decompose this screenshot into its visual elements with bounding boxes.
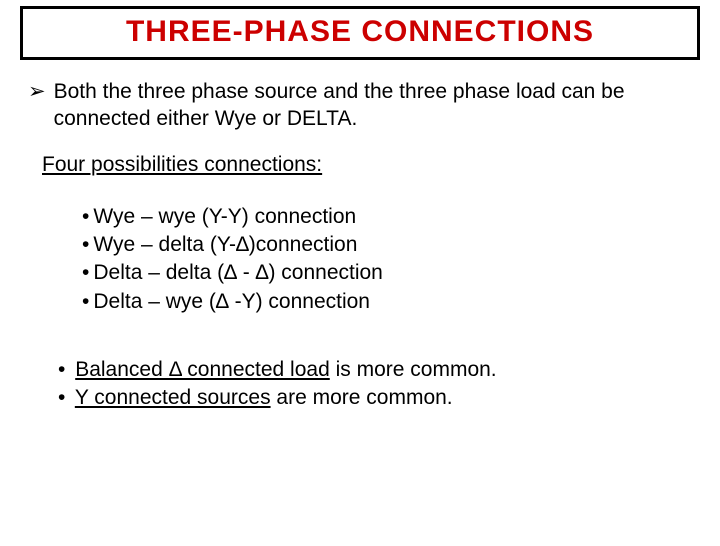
main-bullet: ➢ Both the three phase source and the th…	[28, 78, 692, 133]
underlined-text: Balanced Δ connected load	[75, 358, 330, 381]
bullet-icon: •	[82, 205, 89, 228]
bullet-icon: •	[58, 386, 65, 409]
slide: { "title": "THREE-PHASE CONNECTIONS", "t…	[0, 6, 720, 546]
underlined-text: Y connected sources	[75, 386, 271, 409]
arrow-icon: ➢	[28, 78, 46, 105]
list-item: •Wye – wye (Y-Y) connection	[82, 203, 692, 231]
slide-body: ➢ Both the three phase source and the th…	[0, 60, 720, 413]
subheading: Four possibilities connections:	[42, 153, 692, 177]
slide-title: THREE-PHASE CONNECTIONS	[33, 15, 687, 49]
list-item: •Wye – delta (Y-∆)connection	[82, 231, 692, 259]
bullet-icon: •	[82, 233, 89, 256]
list-item-text: Delta – wye (∆ -Y) connection	[93, 290, 370, 313]
notes-list: • Balanced Δ connected load is more comm…	[58, 356, 692, 413]
list-item-text: Wye – delta (Y-∆)connection	[93, 233, 357, 256]
list-item-text: Delta – delta (∆ - ∆) connection	[93, 261, 383, 284]
bullet-icon: •	[58, 358, 65, 381]
bullet-icon: •	[82, 261, 89, 284]
list-item: •Delta – delta (∆ - ∆) connection	[82, 259, 692, 287]
list-item-text: Wye – wye (Y-Y) connection	[93, 205, 356, 228]
bullet-icon: •	[82, 290, 89, 313]
list-item: • Y connected sources are more common.	[58, 384, 692, 412]
main-bullet-text: Both the three phase source and the thre…	[54, 78, 692, 133]
connections-list: •Wye – wye (Y-Y) connection •Wye – delta…	[82, 203, 692, 316]
list-item: • Balanced Δ connected load is more comm…	[58, 356, 692, 384]
title-box: THREE-PHASE CONNECTIONS	[20, 6, 700, 60]
list-item: •Delta – wye (∆ -Y) connection	[82, 288, 692, 316]
rest-text: are more common.	[271, 386, 453, 409]
rest-text: is more common.	[330, 358, 497, 381]
